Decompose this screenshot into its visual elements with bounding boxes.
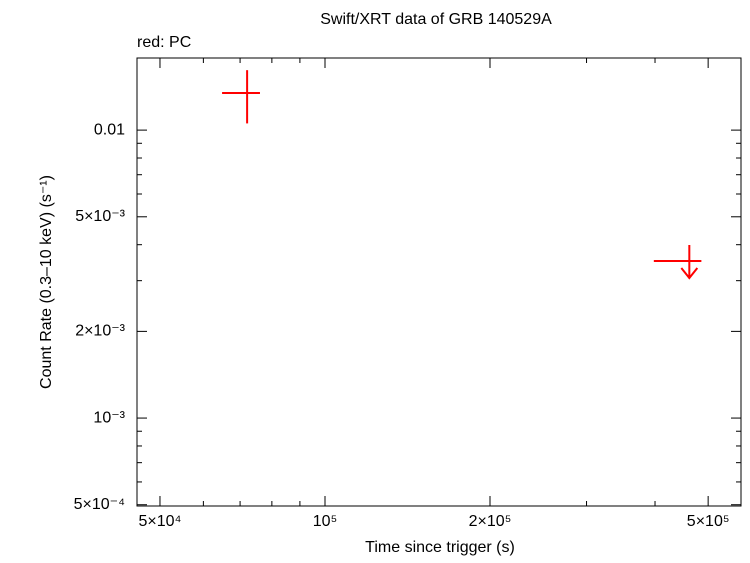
y-tick-label: 2×10⁻³ [75,323,125,340]
x-tick-label: 2×10⁵ [469,513,512,530]
x-tick-label: 5×10⁵ [687,513,730,530]
chart-title: Swift/XRT data of GRB 140529A [320,11,552,28]
y-tick-label: 5×10⁻³ [75,208,125,225]
y-axis-label: Count Rate (0.3–10 keV) (s⁻¹) [38,175,55,389]
plot-frame [136,57,742,507]
y-tick-label: 10⁻³ [93,409,125,426]
y-tick-label: 5×10⁻⁴ [74,496,125,513]
upper-limit-arrow [680,245,699,280]
x-axis-label: Time since trigger (s) [365,539,515,556]
legend-text: red: PC [137,34,191,51]
x-tick-label: 5×10⁴ [139,513,182,530]
x-tick-label: 10⁵ [313,513,337,530]
y-tick-label: 0.01 [94,121,125,138]
